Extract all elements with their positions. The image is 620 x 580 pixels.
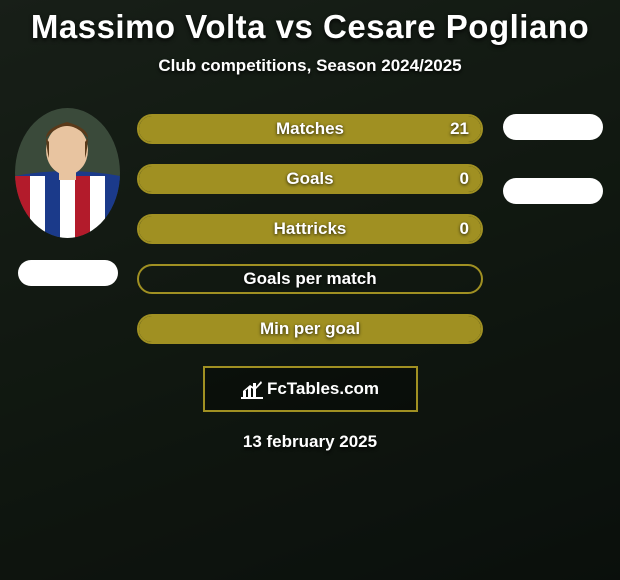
player-left-avatar-svg	[15, 108, 120, 238]
page-title: Massimo Volta vs Cesare Pogliano	[31, 8, 589, 46]
player-left-avatar	[15, 108, 120, 238]
stat-value-right: 0	[460, 169, 469, 189]
stat-label: Goals per match	[243, 269, 376, 289]
player-left-name-pill	[18, 260, 118, 286]
player-left-column	[10, 108, 125, 286]
stat-bar: Min per goal	[137, 314, 483, 344]
stat-label: Matches	[276, 119, 344, 139]
player-right-name-pill-2	[503, 178, 603, 204]
stat-label: Min per goal	[260, 319, 360, 339]
stat-bar: Goals per match	[137, 264, 483, 294]
player-right-column	[495, 108, 610, 204]
page-subtitle: Club competitions, Season 2024/2025	[158, 56, 461, 76]
date-text: 13 february 2025	[243, 432, 377, 452]
stat-label: Goals	[286, 169, 333, 189]
stat-value-right: 21	[450, 119, 469, 139]
stat-bar: Goals 0	[137, 164, 483, 194]
stat-bar: Hattricks 0	[137, 214, 483, 244]
brand-box[interactable]: FcTables.com	[203, 366, 418, 412]
player-right-name-pill-1	[503, 114, 603, 140]
main-row: Matches 21 Goals 0 Hattricks 0 Goals per match…	[0, 108, 620, 344]
stat-label: Hattricks	[274, 219, 347, 239]
stat-bar: Matches 21	[137, 114, 483, 144]
stat-value-right: 0	[460, 219, 469, 239]
stats-column: Matches 21 Goals 0 Hattricks 0 Goals per match…	[137, 108, 483, 344]
content-root: Massimo Volta vs Cesare Pogliano Club co…	[0, 0, 620, 452]
brand-text: FcTables.com	[267, 379, 379, 399]
chart-icon	[241, 379, 263, 399]
